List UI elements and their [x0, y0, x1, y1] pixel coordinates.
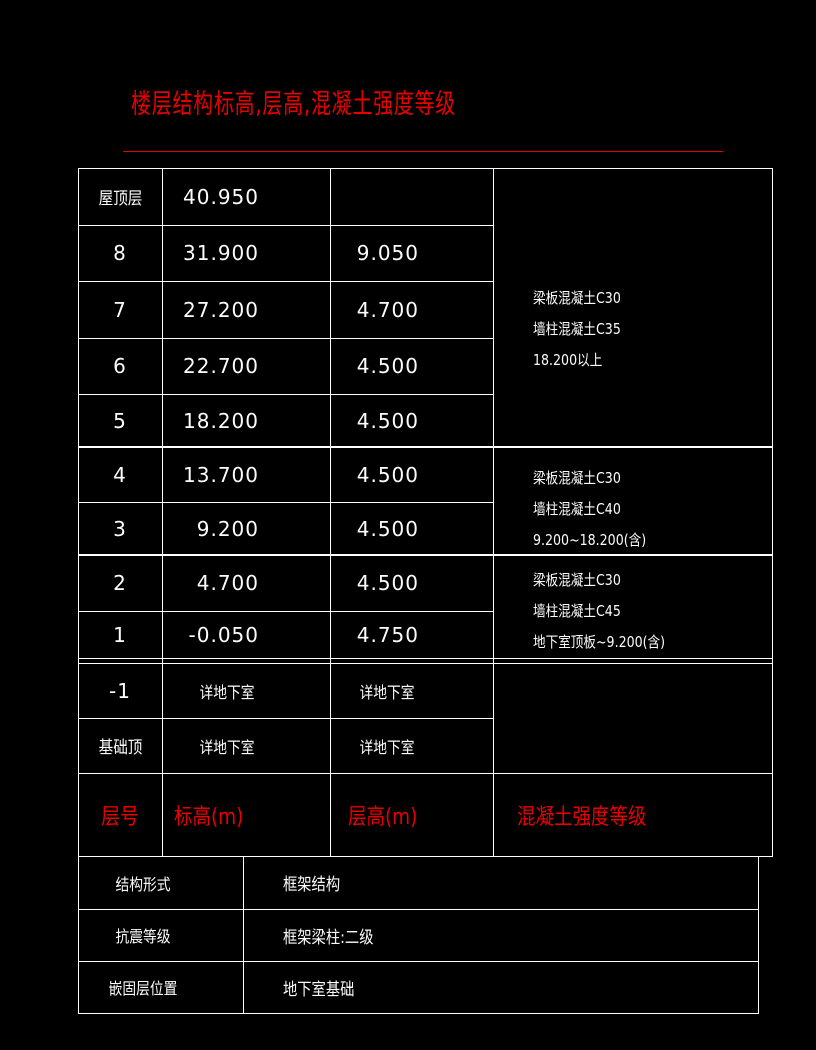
floor-number-cell: 4 [113, 462, 127, 487]
note-line: 墙柱混凝土C40 [533, 500, 621, 518]
storey-height-cell: 9.050 [356, 241, 419, 265]
grid-row-line [78, 502, 493, 503]
header-storey-height: 层高(m) [348, 804, 418, 830]
storey-height-cell: 4.500 [356, 408, 419, 433]
note-line: 地下室顶板~9.200(含) [533, 633, 666, 651]
elevation-cell: 40.950 [183, 184, 259, 209]
info-value-structure-form: 框架结构 [283, 875, 341, 895]
floor-number-cell: 2 [113, 571, 127, 595]
grid-row-line [78, 338, 493, 339]
header-concrete-grade: 混凝土强度等级 [517, 804, 647, 830]
grid-section-line [78, 554, 773, 556]
storey-height-cell: 4.500 [356, 571, 419, 595]
info-bottom-border [78, 1013, 759, 1014]
elevation-cell: 详地下室 [199, 683, 255, 702]
grid-row-line [78, 225, 493, 226]
grid-header-top-line [78, 773, 773, 774]
grid-row-line [78, 718, 493, 719]
floor-number-cell: 3 [113, 516, 127, 541]
grid-row-line [78, 394, 493, 395]
note-line: 墙柱混凝土C45 [533, 602, 621, 620]
storey-height-cell: 4.500 [356, 462, 419, 487]
storey-height-cell: 4.700 [356, 297, 419, 322]
floor-number-cell: 基础顶 [98, 738, 142, 758]
info-label-structure-form: 结构形式 [115, 874, 171, 894]
floor-number-cell: 6 [113, 354, 127, 378]
grid-line-top-border [78, 168, 773, 169]
elevation-cell: 22.700 [183, 354, 259, 378]
grid-row-line [78, 281, 493, 282]
concrete-note-middle-floors: 梁板混凝土C30 墙柱混凝土C40 9.200~18.200(含) [533, 463, 668, 556]
concrete-note-upper-floors: 梁板混凝土C30 墙柱混凝土C35 18.200以上 [533, 283, 638, 376]
header-floor-number: 层号 [101, 804, 139, 830]
floor-number-cell: 8 [113, 241, 127, 265]
grid-double-line-lower [78, 663, 773, 664]
floor-number-cell: 5 [113, 408, 127, 433]
info-row-line [78, 909, 759, 910]
note-line: 梁板混凝土C30 [533, 571, 621, 589]
elevation-cell: -0.050 [188, 622, 259, 647]
elevation-cell: 13.700 [183, 462, 259, 487]
storey-height-cell: 4.500 [356, 516, 419, 541]
grid-row-line [78, 611, 493, 612]
floor-number-cell: 7 [113, 297, 127, 322]
storey-height-cell: 详地下室 [359, 737, 415, 757]
grid-header-bottom-line [78, 856, 773, 857]
info-row-line [78, 961, 759, 962]
grid-double-line-upper [78, 658, 773, 659]
info-grid-line-right [758, 856, 759, 1013]
floor-number-cell: 屋顶层 [98, 189, 142, 209]
storey-height-cell: 4.500 [356, 354, 419, 378]
note-line: 墙柱混凝土C35 [533, 320, 621, 338]
elevation-cell: 27.200 [183, 297, 259, 322]
floor-number-cell: 1 [113, 622, 127, 647]
info-label-embedment-position: 嵌固层位置 [108, 979, 178, 998]
grid-line-col1 [162, 168, 163, 856]
storey-height-cell: 4.750 [356, 622, 419, 647]
info-value-seismic-grade: 框架梁柱:二级 [283, 927, 374, 948]
concrete-note-lower-floors: 梁板混凝土C30 墙柱混凝土C45 地下室顶板~9.200(含) [533, 565, 690, 658]
drawing-title: 楼层结构标高,层高,混凝土强度等级 [131, 89, 456, 120]
elevation-cell: 详地下室 [199, 737, 255, 757]
grid-section-line [78, 446, 773, 448]
elevation-cell: 4.700 [196, 571, 259, 595]
elevation-cell: 9.200 [196, 516, 259, 541]
info-grid-line-col [243, 856, 244, 1013]
grid-line-col3 [493, 168, 494, 856]
info-value-embedment-position: 地下室基础 [283, 979, 355, 1000]
header-elevation: 标高(m) [174, 804, 244, 830]
storey-height-cell: 详地下室 [359, 683, 415, 702]
note-line: 9.200~18.200(含) [533, 531, 647, 549]
elevation-cell: 18.200 [183, 408, 259, 433]
elevation-cell: 31.900 [183, 241, 259, 265]
note-line: 18.200以上 [533, 351, 603, 369]
title-underline [123, 151, 723, 152]
grid-line-left-border [78, 168, 79, 1013]
grid-line-right-border [772, 168, 773, 856]
note-line: 梁板混凝土C30 [533, 469, 621, 487]
floor-number-cell: -1 [109, 679, 131, 703]
grid-line-col2 [330, 168, 331, 856]
note-line: 梁板混凝土C30 [533, 289, 621, 307]
info-label-seismic-grade: 抗震等级 [115, 927, 171, 946]
